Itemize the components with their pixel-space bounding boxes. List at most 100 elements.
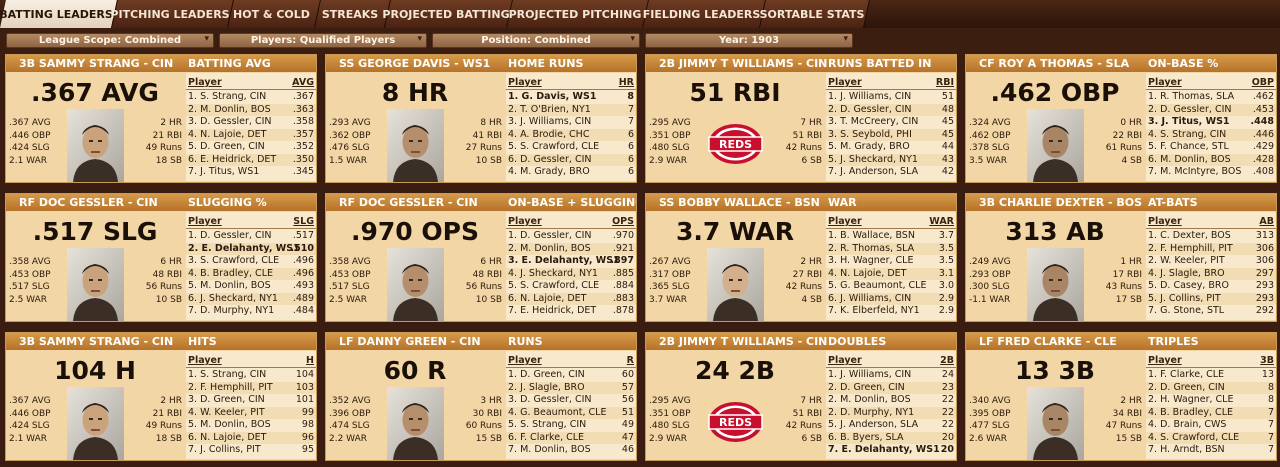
column-header-player[interactable]: Player (508, 355, 542, 366)
leaderboard-row[interactable]: 1. R. Thomas, SLA .462 (1146, 91, 1276, 103)
leaderboard-row[interactable]: 3. S. Crawford, CLE .496 (186, 255, 316, 267)
tab-2[interactable]: HOT & COLD (228, 0, 321, 28)
leader-player-name[interactable]: LF FRED CLARKE - CLE (979, 335, 1117, 348)
leaderboard-row[interactable]: 7. M. McIntyre, BOS .408 (1146, 166, 1276, 178)
column-header-player[interactable]: Player (188, 216, 222, 227)
leaderboard-row[interactable]: 7. G. Stone, STL 292 (1146, 305, 1276, 317)
leaderboard-row[interactable]: 5. S. Strang, CIN 49 (506, 419, 636, 431)
leaderboard-row[interactable]: 2. R. Thomas, SLA 3.5 (826, 242, 956, 255)
leaderboard-row[interactable]: 7. E. Delahanty, WS1 20 (826, 444, 956, 456)
leaderboard-row[interactable]: 2. F. Hemphill, PIT 103 (186, 381, 316, 394)
leader-player-name[interactable]: RF DOC GESSLER - CIN (19, 196, 158, 209)
leaderboard-row[interactable]: 2. E. Delahanty, WS1.510 (186, 242, 316, 255)
leaderboard-row[interactable]: 4. S. Strang, CIN .446 (1146, 128, 1276, 141)
leaderboard-row[interactable]: 4. B. Bradley, CLE 7 (1146, 406, 1276, 419)
leaderboard-row[interactable]: 5. F. Chance, STL .429 (1146, 141, 1276, 153)
leaderboard-row[interactable]: 4. D. Brain, CWS 7 (1146, 419, 1276, 431)
leaderboard-row[interactable]: 6. D. Gessler, CIN 6 (506, 153, 636, 166)
leaderboard-row[interactable]: 2. J. Slagle, BRO 57 (506, 381, 636, 394)
leaderboard-row[interactable]: 4. S. Crawford, CLE 7 (1146, 431, 1276, 444)
column-header-player[interactable]: Player (188, 77, 222, 88)
column-header-stat[interactable]: 2B (940, 355, 954, 366)
leaderboard-row[interactable]: 1. J. Williams, CIN 51 (826, 91, 956, 103)
column-header-player[interactable]: Player (508, 216, 542, 227)
player-photo[interactable] (707, 248, 764, 321)
leader-player-name[interactable]: CF ROY A THOMAS - SLA (979, 57, 1130, 70)
leaderboard-row[interactable]: 3. T. McCreery, CIN 45 (826, 116, 956, 128)
year-dropdown[interactable]: Year: 1903 ▾ (645, 33, 853, 48)
leaderboard-row[interactable]: 4. N. Lajoie, DET .357 (186, 128, 316, 141)
leaderboard-row[interactable]: 2. W. Keeler, PIT 306 (1146, 255, 1276, 267)
column-header-stat[interactable]: R (626, 355, 634, 366)
leaderboard-row[interactable]: 3. D. Gessler, CIN 56 (506, 394, 636, 406)
leaderboard-row[interactable]: 2. M. Donlin, BOS 22 (826, 394, 956, 406)
leaderboard-row[interactable]: 4. A. Brodie, CHC 6 (506, 128, 636, 141)
leaderboard-row[interactable]: 2. T. O'Brien, NY1 7 (506, 103, 636, 116)
leaderboard-row[interactable]: 5. S. Crawford, CLE .884 (506, 280, 636, 292)
players-dropdown[interactable]: Players: Qualified Players ▾ (219, 33, 427, 48)
player-photo[interactable] (387, 248, 444, 321)
leaderboard-row[interactable]: 5. G. Beaumont, CLE 3.0 (826, 280, 956, 292)
column-header-player[interactable]: Player (1148, 355, 1182, 366)
leaderboard-row[interactable]: 4. G. Beaumont, CLE 51 (506, 406, 636, 419)
leaderboard-row[interactable]: 1. B. Wallace, BSN 3.7 (826, 230, 956, 242)
column-header-stat[interactable]: WAR (929, 216, 954, 227)
leaderboard-row[interactable]: 3. D. Gessler, CIN .358 (186, 116, 316, 128)
league-scope-dropdown[interactable]: League Scope: Combined ▾ (6, 33, 214, 48)
leaderboard-row[interactable]: 3. E. Delahanty, WS1.897 (506, 255, 636, 267)
column-header-stat[interactable]: 3B (1260, 355, 1274, 366)
tab-0[interactable]: BATTING LEADERS (0, 0, 118, 28)
column-header-stat[interactable]: HR (618, 77, 634, 88)
player-photo[interactable] (1027, 109, 1084, 182)
column-header-stat[interactable]: OPS (612, 216, 634, 227)
leaderboard-row[interactable]: 7. K. Elberfeld, NY1 2.9 (826, 305, 956, 317)
leaderboard-row[interactable]: 3. J. Williams, CIN 7 (506, 116, 636, 128)
leaderboard-row[interactable]: 4. N. Lajoie, DET 3.1 (826, 267, 956, 280)
leaderboard-row[interactable]: 7. J. Titus, WS1 .345 (186, 166, 316, 178)
leader-player-name[interactable]: SS GEORGE DAVIS - WS1 (339, 57, 491, 70)
leaderboard-row[interactable]: 7. E. Heidrick, DET .878 (506, 305, 636, 317)
leader-player-name[interactable]: 3B CHARLIE DEXTER - BOS (979, 196, 1143, 209)
leaderboard-row[interactable]: 2. M. Donlin, BOS .363 (186, 103, 316, 116)
leaderboard-row[interactable]: 1. S. Strang, CIN 104 (186, 369, 316, 381)
column-header-stat[interactable]: AVG (292, 77, 314, 88)
player-photo[interactable] (1027, 387, 1084, 460)
player-photo[interactable] (387, 387, 444, 460)
leaderboard-row[interactable]: 1. C. Dexter, BOS 313 (1146, 230, 1276, 242)
leaderboard-row[interactable]: 2. M. Donlin, BOS .921 (506, 242, 636, 255)
column-header-player[interactable]: Player (828, 77, 862, 88)
column-header-player[interactable]: Player (828, 216, 862, 227)
leaderboard-row[interactable]: 2. D. Gessler, CIN 48 (826, 103, 956, 116)
leaderboard-row[interactable]: 7. H. Arndt, BSN 7 (1146, 444, 1276, 456)
tab-6[interactable]: FIELDING LEADERS (643, 0, 766, 28)
leaderboard-row[interactable]: 2. H. Wagner, CLE 8 (1146, 394, 1276, 406)
leaderboard-row[interactable]: 3. H. Wagner, CLE 3.5 (826, 255, 956, 267)
leaderboard-row[interactable]: 4. J. Sheckard, NY1 .885 (506, 267, 636, 280)
leader-player-name[interactable]: LF DANNY GREEN - CIN (339, 335, 481, 348)
leaderboard-row[interactable]: 5. S. Crawford, CLE 6 (506, 141, 636, 153)
leaderboard-row[interactable]: 5. M. Donlin, BOS 98 (186, 419, 316, 431)
leaderboard-row[interactable]: 5. J. Collins, PIT 293 (1146, 292, 1276, 305)
leaderboard-row[interactable]: 5. M. Grady, BRO 44 (826, 141, 956, 153)
leader-player-name[interactable]: 2B JIMMY T WILLIAMS - CIN (659, 335, 828, 348)
column-header-player[interactable]: Player (1148, 216, 1182, 227)
leaderboard-row[interactable]: 5. D. Green, CIN .352 (186, 141, 316, 153)
leader-player-name[interactable]: SS BOBBY WALLACE - BSN (659, 196, 820, 209)
leaderboard-row[interactable]: 1. F. Clarke, CLE 13 (1146, 369, 1276, 381)
leaderboard-row[interactable]: 7. M. Donlin, BOS 46 (506, 444, 636, 456)
column-header-player[interactable]: Player (508, 77, 542, 88)
leaderboard-row[interactable]: 6. B. Byers, SLA 20 (826, 431, 956, 444)
leaderboard-row[interactable]: 6. E. Heidrick, DET .350 (186, 153, 316, 166)
column-header-stat[interactable]: H (306, 355, 314, 366)
leaderboard-row[interactable]: 1. D. Green, CIN 60 (506, 369, 636, 381)
leaderboard-row[interactable]: 6. J. Sheckard, NY1 .489 (186, 292, 316, 305)
leaderboard-row[interactable]: 1. D. Gessler, CIN .517 (186, 230, 316, 242)
player-photo[interactable] (387, 109, 444, 182)
leaderboard-row[interactable]: 2. F. Hemphill, PIT 306 (1146, 242, 1276, 255)
leaderboard-row[interactable]: 6. N. Lajoie, DET 96 (186, 431, 316, 444)
position-dropdown[interactable]: Position: Combined ▾ (432, 33, 640, 48)
column-header-stat[interactable]: RBI (935, 77, 954, 88)
leader-player-name[interactable]: RF DOC GESSLER - CIN (339, 196, 478, 209)
leaderboard-row[interactable]: 6. F. Clarke, CLE 47 (506, 431, 636, 444)
leaderboard-row[interactable]: 1. D. Gessler, CIN .970 (506, 230, 636, 242)
